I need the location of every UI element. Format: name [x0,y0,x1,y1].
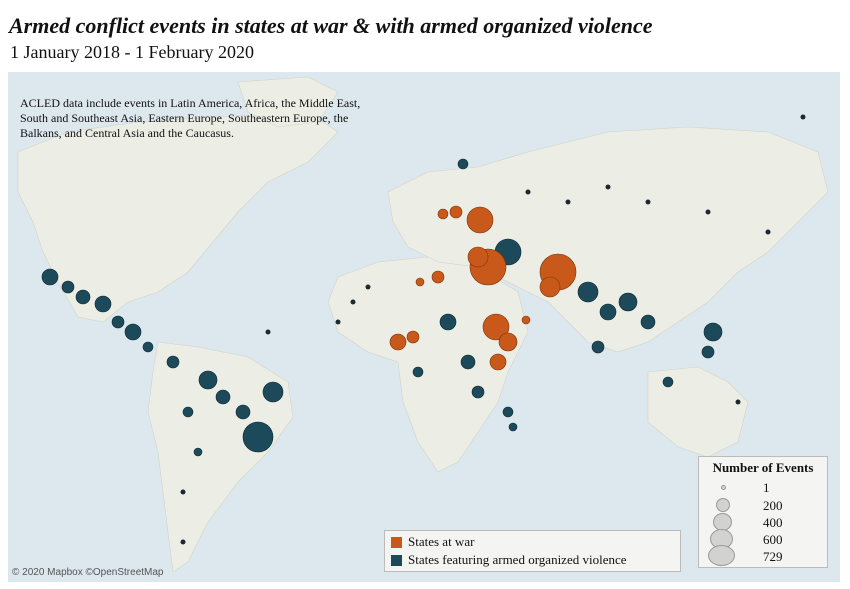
event-dot[interactable] [94,295,112,313]
event-dot[interactable] [365,284,371,290]
event-dot[interactable] [439,313,457,331]
data-coverage-note: ACLED data include events in Latin Ameri… [20,96,361,140]
land-layer [17,76,829,573]
size-legend-row: 729 [699,545,827,566]
event-dot[interactable] [180,489,186,495]
event-dot[interactable] [61,280,75,294]
event-dot[interactable] [662,376,674,388]
event-dot[interactable] [735,399,741,405]
australia [647,366,749,458]
event-dot[interactable] [645,199,651,205]
event-dot[interactable] [460,354,476,370]
event-dot[interactable] [75,289,91,305]
size-circle [708,545,735,566]
legend-item-war[interactable]: States at war [391,533,474,551]
size-legend-label: 200 [763,498,783,513]
map-canvas [17,76,829,573]
event-dot[interactable] [618,292,638,312]
event-dot[interactable] [235,404,251,420]
event-dot[interactable] [142,341,154,353]
size-legend-label: 729 [763,549,783,564]
event-dot[interactable] [705,209,711,215]
event-dot[interactable] [466,206,494,234]
size-legend-label: 400 [763,515,783,530]
color-legend: States at war States featuring armed org… [384,530,681,572]
event-dot[interactable] [498,332,518,352]
event-dot[interactable] [193,447,203,457]
event-dot[interactable] [265,329,271,335]
event-dot[interactable] [525,189,531,195]
war-swatch [391,536,402,548]
event-dot[interactable] [467,246,489,268]
event-dot[interactable] [605,184,611,190]
legend-item-violence[interactable]: States featuring armed organized violenc… [391,551,627,569]
event-dot[interactable] [389,333,407,351]
event-dot[interactable] [765,229,771,235]
event-dot[interactable] [449,205,463,219]
event-dot[interactable] [457,158,469,170]
size-legend-row: 1 [699,479,827,497]
war-events [389,205,577,371]
event-dot[interactable] [565,199,571,205]
event-dot[interactable] [703,322,723,342]
minor-events [180,114,806,545]
event-dot[interactable] [335,319,341,325]
event-dot[interactable] [521,315,531,325]
size-circle [721,485,726,490]
event-dot[interactable] [166,355,180,369]
size-legend-row: 400 [699,513,827,532]
violence-events [41,158,723,457]
size-circle [716,498,730,512]
greenland [237,76,339,128]
size-legend-row: 200 [699,497,827,515]
event-dot[interactable] [640,314,656,330]
event-dot[interactable] [182,406,194,418]
event-dot[interactable] [262,381,284,403]
map-subtitle: 1 January 2018 - 1 February 2020 [10,42,254,62]
event-dot[interactable] [215,389,231,405]
event-dot[interactable] [489,353,507,371]
event-dot[interactable] [415,277,425,287]
map-attribution[interactable]: © 2020 Mapbox ©OpenStreetMap [12,567,164,578]
violence-swatch [391,554,402,566]
event-dot[interactable] [591,340,605,354]
event-dot[interactable] [471,385,485,399]
event-dot[interactable] [482,313,510,341]
legend-label: States at war [408,534,475,549]
size-legend-label: 600 [763,532,783,547]
size-legend-row: 600 [699,529,827,549]
size-legend: Number of Events 1 200 400 600 729 [698,456,828,568]
event-dot[interactable] [701,345,715,359]
map-title: Armed conflict events in states at war &… [9,13,653,38]
event-dot[interactable] [599,303,617,321]
event-dot[interactable] [412,366,424,378]
event-dot[interactable] [180,539,186,545]
size-legend-label: 1 [763,480,770,495]
event-dot[interactable] [242,421,274,453]
event-dot[interactable] [406,330,420,344]
event-dot[interactable] [431,270,445,284]
event-dot[interactable] [508,422,518,432]
size-legend-title: Number of Events [712,460,814,475]
legend-label: States featuring armed organized violenc… [408,552,627,567]
event-dot[interactable] [41,268,59,286]
north-america [17,111,339,323]
event-dot[interactable] [800,114,806,120]
event-dot[interactable] [539,276,561,298]
world-map[interactable]: ACLED data include events in Latin Ameri… [8,72,840,582]
event-dot[interactable] [577,281,599,303]
event-dot[interactable] [111,315,125,329]
south-america [147,341,294,573]
event-dot[interactable] [502,406,514,418]
event-dot[interactable] [198,370,218,390]
event-dot[interactable] [350,299,356,305]
event-dot[interactable] [437,208,449,220]
event-dot[interactable] [124,323,142,341]
